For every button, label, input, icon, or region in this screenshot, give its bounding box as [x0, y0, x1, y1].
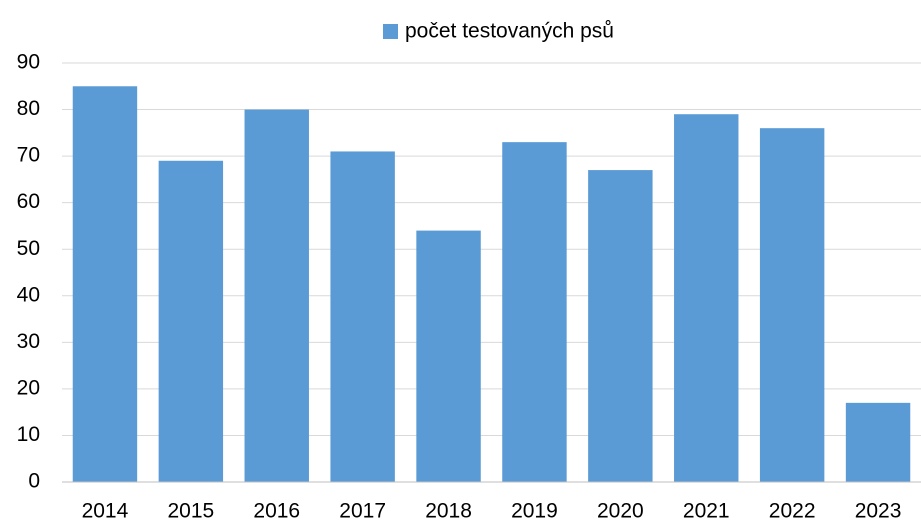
y-tick-label: 70: [17, 144, 40, 167]
bar: [502, 142, 567, 482]
bar: [158, 160, 224, 482]
y-tick-label: 20: [17, 376, 40, 399]
bar: [244, 109, 309, 483]
x-tick-label: 2016: [253, 500, 300, 523]
y-tick-label: 40: [17, 283, 40, 306]
legend-label: počet testovaných psů: [405, 20, 614, 43]
legend-swatch: [383, 24, 398, 39]
y-tick-label: 90: [17, 51, 40, 74]
bar: [416, 230, 481, 482]
x-tick-label: 2015: [167, 500, 214, 523]
y-tick-label: 0: [28, 470, 40, 493]
x-tick-label: 2020: [597, 500, 644, 523]
x-tick-label: 2018: [425, 500, 472, 523]
x-tick-label: 2023: [855, 500, 902, 523]
y-tick-label: 50: [17, 237, 40, 260]
y-tick-label: 10: [17, 423, 40, 446]
x-tick-label: 2014: [82, 500, 129, 523]
x-tick-label: 2022: [769, 500, 816, 523]
x-tick-label: 2019: [511, 500, 558, 523]
bar: [674, 114, 739, 482]
bar: [330, 151, 395, 482]
x-tick-label: 2021: [683, 500, 730, 523]
bar: [72, 86, 138, 483]
y-tick-label: 30: [17, 330, 40, 353]
bar: [588, 170, 653, 483]
bar: [759, 128, 825, 482]
x-tick-label: 2017: [339, 500, 386, 523]
y-tick-label: 60: [17, 190, 40, 213]
y-tick-label: 80: [17, 97, 40, 120]
bar: [845, 402, 911, 482]
